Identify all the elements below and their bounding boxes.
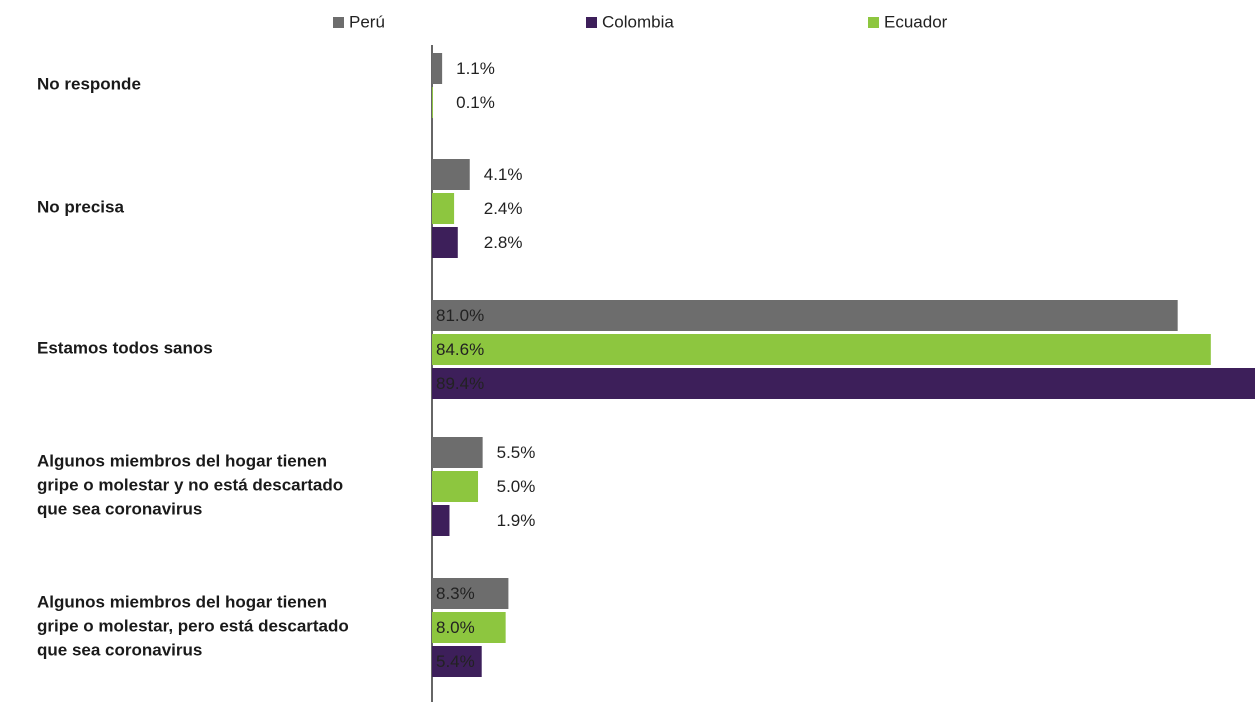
bar xyxy=(432,612,506,643)
value-label: 4.1% xyxy=(484,165,523,184)
legend-label: Perú xyxy=(349,12,385,31)
category-label: No precisa xyxy=(37,198,124,217)
bar xyxy=(432,53,443,84)
bar xyxy=(432,437,483,468)
bar xyxy=(432,159,470,190)
category-label: Estamos todos sanos xyxy=(37,339,213,358)
value-label: 84.6% xyxy=(436,340,484,359)
value-label: 8.0% xyxy=(436,618,475,637)
category-label: No responde xyxy=(37,75,141,94)
legend-swatch xyxy=(868,17,879,28)
bar xyxy=(432,87,433,118)
value-label: 2.8% xyxy=(484,233,523,252)
bar xyxy=(432,300,1178,331)
legend-label: Ecuador xyxy=(884,12,948,31)
value-label: 8.3% xyxy=(436,584,475,603)
category-label: Algunos miembros del hogar tienen gripe o… xyxy=(37,593,349,660)
bar xyxy=(432,334,1211,365)
value-label: 5.4% xyxy=(436,652,475,671)
value-label: 2.4% xyxy=(484,199,523,218)
value-label: 5.0% xyxy=(497,477,536,496)
value-label: 89.4% xyxy=(436,374,484,393)
bar xyxy=(432,646,482,677)
legend-swatch xyxy=(586,17,597,28)
bar xyxy=(432,471,479,502)
bar xyxy=(432,368,1255,399)
bar xyxy=(432,227,458,258)
value-label: 5.5% xyxy=(497,443,536,462)
bar xyxy=(432,578,509,609)
legend-label: Colombia xyxy=(602,12,674,31)
value-label: 1.1% xyxy=(456,59,495,78)
legend-swatch xyxy=(333,17,344,28)
bar xyxy=(432,193,455,224)
value-label: 1.9% xyxy=(497,511,536,530)
value-label: 81.0% xyxy=(436,306,484,325)
value-label: 0.1% xyxy=(456,93,495,112)
category-label: Algunos miembros del hogar tienen gripe o… xyxy=(37,452,343,519)
bar xyxy=(432,505,450,536)
